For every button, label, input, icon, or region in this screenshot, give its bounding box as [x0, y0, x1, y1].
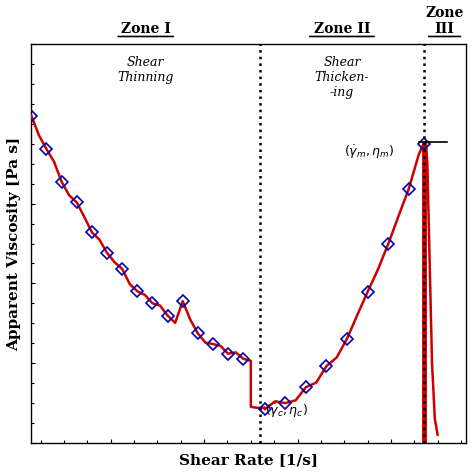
Text: Zone I: Zone I: [121, 22, 171, 36]
Text: $(\dot{\gamma}_c, \eta_c)$: $(\dot{\gamma}_c, \eta_c)$: [265, 403, 308, 420]
Y-axis label: Apparent Viscosity [Pa s]: Apparent Viscosity [Pa s]: [7, 137, 21, 351]
X-axis label: Shear Rate [1/s]: Shear Rate [1/s]: [179, 453, 318, 467]
Text: Zone II: Zone II: [314, 22, 370, 36]
Text: $(\dot{\gamma}_m, \eta_m)$: $(\dot{\gamma}_m, \eta_m)$: [344, 143, 394, 161]
Text: Shear
Thicken-
-ing: Shear Thicken- -ing: [315, 56, 369, 100]
Text: Shear
Thinning: Shear Thinning: [118, 56, 174, 84]
Text: Zone
III: Zone III: [426, 6, 464, 36]
